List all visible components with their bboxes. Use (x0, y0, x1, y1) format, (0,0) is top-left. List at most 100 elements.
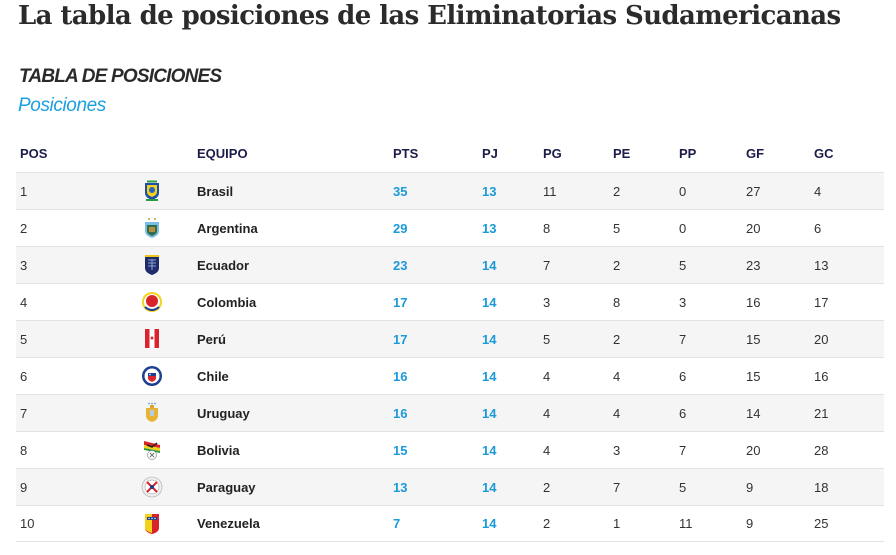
drawn: 8 (613, 294, 621, 310)
crest-cell (141, 284, 163, 320)
played: 13 (482, 183, 497, 199)
lost: 3 (679, 294, 687, 310)
goals-against: 16 (814, 368, 829, 384)
won: 5 (543, 331, 551, 347)
won: 4 (543, 405, 551, 421)
drawn: 1 (613, 516, 621, 531)
table-row: 1 Brasil 35 13 11 2 0 27 4 (16, 172, 884, 209)
lost: 5 (679, 257, 687, 273)
lost: 0 (679, 183, 687, 199)
crest-cell (141, 395, 163, 431)
standings-table: POS EQUIPO PTS PJ PG PE PP GF GC 1 Brasi… (16, 135, 884, 542)
crest-cell (141, 321, 163, 357)
won: 3 (543, 294, 551, 310)
drawn: 3 (613, 442, 621, 458)
drawn: 4 (613, 368, 621, 384)
crest-cell (141, 432, 163, 468)
section-title: TABLA DE POSICIONES (19, 66, 222, 87)
played: 14 (482, 294, 497, 310)
won: 4 (543, 442, 551, 458)
won: 4 (543, 368, 551, 384)
team-name[interactable]: Uruguay (197, 405, 250, 421)
col-gf[interactable]: GF (746, 146, 765, 161)
uruguay-crest-icon (143, 402, 161, 424)
position: 10 (20, 516, 35, 531)
position: 4 (20, 294, 28, 310)
played: 14 (482, 516, 497, 531)
drawn: 2 (613, 257, 621, 273)
goals-for: 14 (746, 405, 761, 421)
argentina-crest-icon (143, 217, 161, 239)
bolivia-crest-icon (143, 439, 161, 461)
played: 14 (482, 331, 497, 347)
goals-for: 16 (746, 294, 761, 310)
col-pj[interactable]: PJ (482, 146, 498, 161)
position: 9 (20, 479, 28, 495)
team-name[interactable]: Brasil (197, 183, 234, 199)
played: 13 (482, 220, 497, 236)
won: 11 (543, 183, 557, 199)
points: 29 (393, 220, 408, 236)
team-name[interactable]: Paraguay (197, 479, 256, 495)
lost: 6 (679, 405, 687, 421)
team-name[interactable]: Ecuador (197, 257, 250, 273)
position: 8 (20, 442, 28, 458)
goals-against: 18 (814, 479, 829, 495)
played: 14 (482, 405, 497, 421)
won: 2 (543, 516, 551, 531)
table-row: 8 Bolivia 15 14 4 3 7 20 28 (16, 431, 884, 468)
col-pos[interactable]: POS (20, 146, 48, 161)
points: 17 (393, 331, 408, 347)
col-pp[interactable]: PP (679, 146, 697, 161)
position: 1 (20, 183, 28, 199)
peru-crest-icon (143, 328, 161, 350)
crest-cell (141, 173, 163, 209)
team-name[interactable]: Chile (197, 368, 229, 384)
team-name[interactable]: Colombia (197, 294, 257, 310)
points: 23 (393, 257, 408, 273)
table-row: 4 Colombia 17 14 3 8 3 16 17 (16, 283, 884, 320)
col-pts[interactable]: PTS (393, 146, 419, 161)
table-row: 2 Argentina 29 13 8 5 0 20 6 (16, 209, 884, 246)
col-gc[interactable]: GC (814, 146, 834, 161)
goals-for: 9 (746, 516, 754, 531)
team-name[interactable]: Argentina (197, 220, 258, 236)
table-row: 5 Perú 17 14 5 2 7 15 20 (16, 320, 884, 357)
lost: 0 (679, 220, 687, 236)
col-pe[interactable]: PE (613, 146, 631, 161)
goals-against: 13 (814, 257, 829, 273)
col-pg[interactable]: PG (543, 146, 562, 161)
position: 5 (20, 331, 28, 347)
won: 8 (543, 220, 551, 236)
goals-for: 9 (746, 479, 754, 495)
points: 7 (393, 516, 401, 531)
won: 2 (543, 479, 551, 495)
goals-for: 15 (746, 331, 761, 347)
team-name[interactable]: Perú (197, 331, 226, 347)
lost: 6 (679, 368, 687, 384)
page-title: La tabla de posiciones de las Eliminator… (18, 1, 841, 31)
table-row: 7 Uruguay 16 14 4 4 6 14 21 (16, 394, 884, 431)
table-row: 6 Chile 16 14 4 4 6 15 16 (16, 357, 884, 394)
played: 14 (482, 368, 497, 384)
goals-for: 23 (746, 257, 761, 273)
position: 3 (20, 257, 28, 273)
table-row: 3 Ecuador 23 14 7 2 5 23 13 (16, 246, 884, 283)
team-name[interactable]: Bolivia (197, 442, 240, 458)
table-header: POS EQUIPO PTS PJ PG PE PP GF GC (16, 135, 884, 172)
played: 14 (482, 257, 497, 273)
crest-cell (141, 210, 163, 246)
lost: 5 (679, 479, 687, 495)
points: 16 (393, 405, 408, 421)
col-team[interactable]: EQUIPO (197, 146, 248, 161)
played: 14 (482, 479, 497, 495)
position: 7 (20, 405, 28, 421)
crest-cell (141, 247, 163, 283)
drawn: 5 (613, 220, 621, 236)
team-name[interactable]: Venezuela (197, 516, 260, 531)
won: 7 (543, 257, 551, 273)
goals-against: 17 (814, 294, 829, 310)
lost: 7 (679, 331, 687, 347)
goals-for: 20 (746, 220, 761, 236)
goals-against: 25 (814, 516, 829, 531)
